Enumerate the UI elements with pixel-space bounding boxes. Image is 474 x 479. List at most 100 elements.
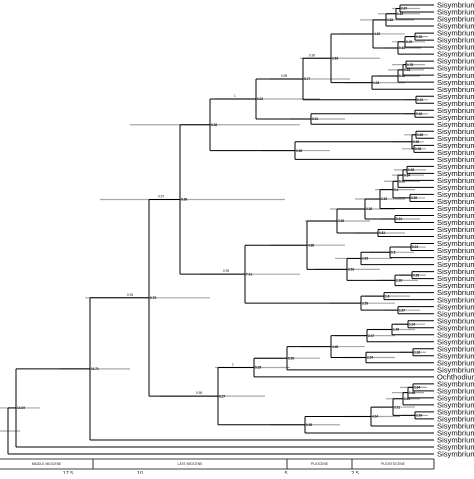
tip-label: Sisymbrium [437, 330, 474, 339]
tip-label: Sisymbrium [437, 302, 474, 311]
node-age-label: 4.04 [372, 415, 378, 419]
node-age-label: 0.55 [413, 140, 419, 144]
node-age-label: 0.63 [399, 46, 405, 50]
epoch-label: MIDDLE MIOCENE [32, 462, 62, 466]
node-age-label: 0.12 [417, 98, 423, 102]
node-age-label: 0.21 [312, 117, 318, 121]
tip-label: Sisymbrium [437, 22, 474, 31]
tip-label: Sisymbrium [437, 393, 474, 402]
tip-label: Sisymbrium [437, 408, 474, 417]
tip-label: Sisymbrium [437, 8, 474, 17]
tip-label: Sisymbrium [437, 85, 474, 94]
node-age-label: 11.71 [91, 367, 99, 371]
tip-label: Sisymbrium [437, 29, 474, 38]
node-posterior-label: 0.95 [196, 391, 202, 395]
node-age-label: 2.39 [381, 197, 387, 201]
node-age-label: 1.91 [404, 397, 410, 401]
node-age-label: 0.35 [408, 168, 414, 172]
node-age-label: 4.88 [308, 243, 314, 247]
tip-label: Sisymbrium [437, 436, 474, 445]
epoch-label: PLEISTOCENE [381, 462, 405, 466]
epoch-label: LATE MIOCENE [178, 462, 204, 466]
node-age-label: 1.6 [385, 294, 390, 298]
tip-label: Sisymbrium [437, 218, 474, 227]
hpd-bars [0, 7, 428, 432]
tip-label: Sisymbrium [437, 204, 474, 213]
node-posterior-label: 0.90 [309, 53, 315, 57]
tip-label: Sisymbrium [437, 36, 474, 45]
node-age-label: 0.26 [411, 196, 417, 200]
node-age-label: 0.84 [404, 173, 410, 177]
tip-label: Sisymbrium [437, 113, 474, 122]
tip-label: Sisymbrium [437, 127, 474, 136]
node-age-label: 3.1 [394, 188, 399, 192]
tip-label: Sisymbrium [437, 148, 474, 157]
node-posterior-label: 1 [232, 363, 234, 367]
node-age-label: 0.43 [404, 68, 410, 72]
node-age-label: 2.64 [414, 386, 420, 390]
node-age-label: 6.22 [257, 97, 263, 101]
tip-label: Sisymbrium [437, 225, 474, 234]
node-age-label: 3.59 [362, 301, 368, 305]
node-age-label: 1.46 [393, 328, 399, 332]
tip-label: Ochthodium [437, 372, 474, 381]
tip-label: Sisymbrium [437, 134, 474, 143]
node-age-label: 0.95 [306, 423, 312, 427]
epoch-label: PLIOCENE [311, 462, 329, 466]
node-age-label: 1.67 [399, 308, 405, 312]
node-labels: 0.971.192.830.180.490.634.290.780.430.38… [17, 7, 423, 427]
node-age-label: 0.81 [379, 231, 385, 235]
tip-label: Sisymbrium [437, 190, 474, 199]
node-posterior-label: 0.99 [223, 269, 229, 273]
tip-label: Sisymbrium [437, 71, 474, 80]
node-age-label: 8.27 [219, 394, 225, 398]
tip-label: Sisymbrium [437, 239, 474, 248]
node-age-label: 0.04 [412, 245, 418, 249]
tip-label: Sisymbrium [437, 141, 474, 150]
tip-label: Sisymbrium [437, 197, 474, 206]
tip-label: Sisymbrium [437, 232, 474, 241]
node-age-label: 1.16 [414, 350, 420, 354]
tip-label: Sisymbrium [437, 443, 474, 452]
node-age-label: 9.75 [150, 296, 156, 300]
tip-label: Sisymbrium [437, 288, 474, 297]
node-age-label: 0.38 [399, 74, 405, 78]
node-age-label: 4.29 [374, 32, 380, 36]
node-age-label: 0.31 [396, 217, 402, 221]
node-age-label: 5.77 [304, 77, 310, 81]
tip-label: Sisymbrium [437, 78, 474, 87]
tip-labels: SisymbriumSisymbriumSisymbriumSisymbrium… [437, 1, 474, 459]
node-posterior-label: 0.99 [281, 74, 287, 78]
tip-label: Sisymbrium [437, 281, 474, 290]
node-age-label: 0.49 [406, 40, 412, 44]
node-age-label: 0.95 [413, 273, 419, 277]
node-posterior-label: 0.93 [127, 293, 133, 297]
node-age-label: 0.97 [401, 7, 407, 11]
tip-label: Sisymbrium [437, 43, 474, 52]
node-age-label: 3.01 [394, 405, 400, 409]
tip-label: Sisymbrium [437, 1, 474, 10]
node-age-label: 2.83 [387, 18, 393, 22]
tip-label: Sisymbrium [437, 309, 474, 318]
tip-label: Sisymbrium [437, 246, 474, 255]
tip-label: Sisymbrium [437, 365, 474, 374]
node-age-label: 2.39 [416, 414, 422, 418]
node-age-label: 2.18 [396, 279, 402, 283]
node-age-label: 3.39 [338, 219, 344, 223]
time-axis: MIDDLE MIOCENE LATE MIOCENE PLIOCENE PLEIST… [0, 458, 435, 477]
tip-label: Sisymbrium [437, 64, 474, 73]
node-age-label: 1.02 [399, 179, 405, 183]
node-age-label: 3.83 [332, 56, 338, 60]
node-age-label: 2.63 [362, 257, 368, 261]
tip-label: Sisymbrium [437, 323, 474, 332]
tip-label: Sisymbrium [437, 295, 474, 304]
tip-label: Sisymbrium [437, 253, 474, 262]
tree-branches [7, 4, 434, 455]
node-age-label: 8.68 [181, 198, 187, 202]
node-age-label: 7.41 [246, 272, 252, 276]
tip-label: Sisymbrium [437, 260, 474, 269]
tip-label: Sisymbrium [437, 155, 474, 164]
tip-label: Sisymbrium [437, 316, 474, 325]
node-age-label: 2.24 [367, 356, 373, 360]
